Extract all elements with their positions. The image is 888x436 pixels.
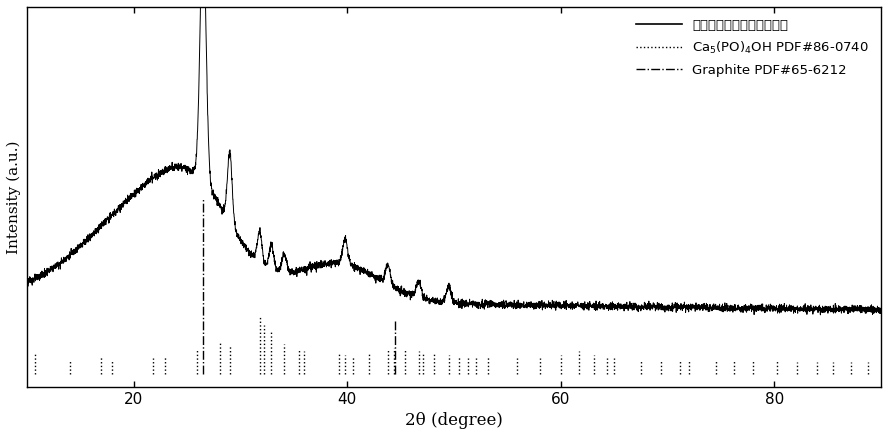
Legend: 氮掺杂生物质氧还原偃化剂, Ca$_5$(PO)$_4$OH PDF#86-0740, Graphite PDF#65-6212: 氮掺杂生物质氧还原偃化剂, Ca$_5$(PO)$_4$OH PDF#86-07… (630, 14, 875, 82)
Y-axis label: Intensity (a.u.): Intensity (a.u.) (7, 140, 21, 254)
X-axis label: 2θ (degree): 2θ (degree) (405, 412, 503, 429)
